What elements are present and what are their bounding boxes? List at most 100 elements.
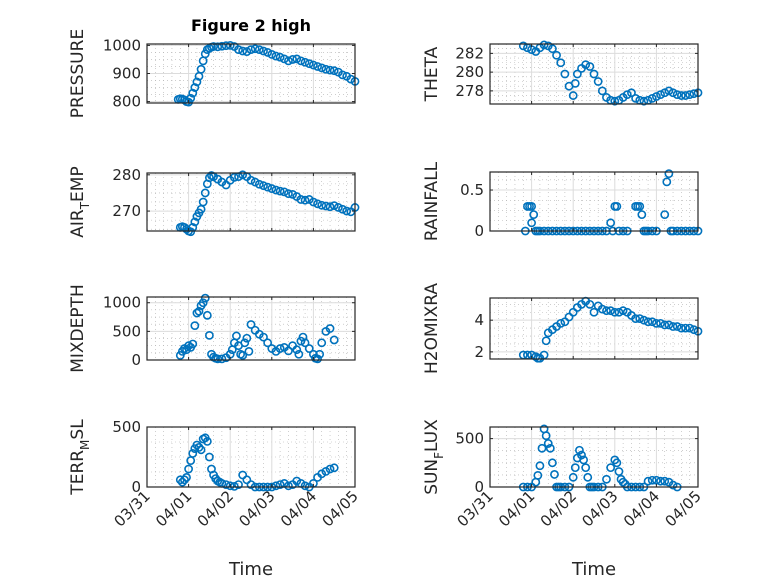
data-point bbox=[618, 306, 628, 316]
data-point bbox=[217, 41, 227, 51]
data-point bbox=[300, 195, 310, 205]
data-point bbox=[639, 96, 649, 106]
data-point bbox=[329, 66, 339, 76]
data-point bbox=[296, 56, 306, 66]
y-axis-label: THETA bbox=[422, 46, 442, 102]
data-point bbox=[308, 197, 318, 207]
y-axis-label-main: AIR bbox=[68, 209, 88, 238]
data-point bbox=[284, 189, 293, 199]
data-point bbox=[250, 44, 260, 54]
data-point bbox=[664, 320, 674, 330]
data-point bbox=[267, 49, 277, 59]
data-point bbox=[668, 480, 678, 490]
y-tick-label: 500 bbox=[455, 430, 484, 448]
y-axis-label-rest: SL bbox=[68, 419, 88, 440]
y-tick-label: 278 bbox=[455, 82, 484, 100]
data-point bbox=[271, 51, 281, 61]
data-point bbox=[198, 298, 208, 308]
axes-box bbox=[146, 426, 356, 488]
data-point bbox=[279, 54, 289, 64]
y-tick-label: 500 bbox=[112, 322, 141, 340]
data-point bbox=[192, 308, 202, 318]
data-point bbox=[194, 442, 204, 452]
data-point bbox=[263, 48, 273, 57]
data-point bbox=[259, 181, 268, 191]
data-point bbox=[284, 56, 293, 66]
data-point bbox=[529, 210, 539, 220]
y-tick-label: 500 bbox=[112, 418, 141, 436]
data-point bbox=[204, 330, 214, 340]
data-point bbox=[325, 202, 335, 212]
data-point bbox=[313, 199, 322, 209]
data-point bbox=[639, 315, 649, 325]
data-point bbox=[622, 90, 632, 100]
y-tick-label: 280 bbox=[455, 63, 484, 81]
axes-box bbox=[146, 296, 356, 361]
data-point bbox=[229, 172, 239, 182]
data-point bbox=[664, 169, 674, 179]
data-point bbox=[338, 70, 347, 80]
data-point bbox=[313, 62, 322, 71]
data-point bbox=[664, 86, 674, 96]
data-point bbox=[568, 91, 578, 100]
y-tick-label: 900 bbox=[112, 65, 141, 83]
data-point bbox=[315, 349, 325, 359]
axes-box bbox=[489, 426, 699, 488]
data-point bbox=[240, 338, 250, 348]
plot-area bbox=[490, 172, 698, 231]
data-point bbox=[271, 185, 281, 195]
data-point bbox=[668, 88, 678, 98]
data-point bbox=[294, 349, 304, 359]
data-point bbox=[325, 65, 335, 75]
data-point bbox=[602, 474, 611, 484]
data-point bbox=[190, 83, 200, 92]
data-point bbox=[254, 179, 264, 189]
data-point bbox=[568, 472, 578, 482]
data-point bbox=[246, 45, 256, 55]
series-pressure bbox=[173, 41, 360, 107]
data-point bbox=[288, 55, 297, 64]
y-tick-label: 1000 bbox=[103, 36, 141, 54]
data-point bbox=[200, 293, 210, 303]
data-point bbox=[292, 345, 302, 355]
data-point bbox=[612, 202, 622, 211]
data-point bbox=[543, 439, 553, 448]
data-point bbox=[660, 320, 670, 330]
data-point bbox=[317, 338, 327, 348]
data-point bbox=[535, 461, 545, 471]
data-point bbox=[242, 333, 252, 343]
data-point bbox=[556, 58, 566, 68]
y-tick-label: 4 bbox=[474, 311, 484, 329]
data-point bbox=[221, 480, 231, 489]
data-point bbox=[204, 452, 214, 462]
data-point bbox=[325, 464, 335, 474]
data-point bbox=[662, 177, 672, 187]
data-point bbox=[304, 59, 314, 69]
data-point bbox=[238, 351, 248, 360]
data-point bbox=[234, 480, 243, 489]
data-point bbox=[242, 47, 252, 56]
data-point bbox=[284, 346, 293, 356]
y-tick-label: 800 bbox=[112, 93, 141, 111]
data-point bbox=[635, 202, 645, 211]
data-point bbox=[200, 188, 210, 198]
data-point bbox=[321, 201, 331, 211]
data-point bbox=[685, 323, 695, 333]
data-point bbox=[606, 306, 616, 316]
data-point bbox=[200, 49, 210, 59]
y-axis-label-rest: LUX bbox=[422, 419, 442, 452]
data-point bbox=[610, 96, 620, 106]
data-point bbox=[581, 60, 591, 70]
subplot-air_temp: 270 280 AIRTEMP bbox=[68, 166, 360, 238]
series-mixdepth bbox=[175, 293, 339, 364]
data-point bbox=[188, 448, 198, 458]
data-point bbox=[579, 455, 588, 465]
data-point bbox=[581, 463, 591, 473]
data-point bbox=[329, 335, 339, 345]
data-point bbox=[531, 352, 541, 362]
data-point bbox=[333, 203, 343, 212]
data-point bbox=[597, 86, 607, 96]
y-tick-label: 2 bbox=[474, 343, 484, 361]
data-point bbox=[300, 338, 310, 348]
y-tick-label: 0.5 bbox=[460, 181, 484, 199]
